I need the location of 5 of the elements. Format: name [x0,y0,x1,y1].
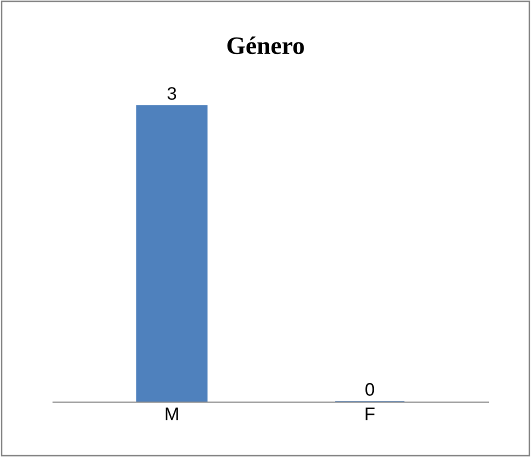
data-label: 0 [365,383,374,396]
data-label: 3 [168,87,176,100]
x-tick-label: M [166,408,178,420]
chart-title: Género [227,36,304,54]
x-tick-label: F [366,408,375,420]
